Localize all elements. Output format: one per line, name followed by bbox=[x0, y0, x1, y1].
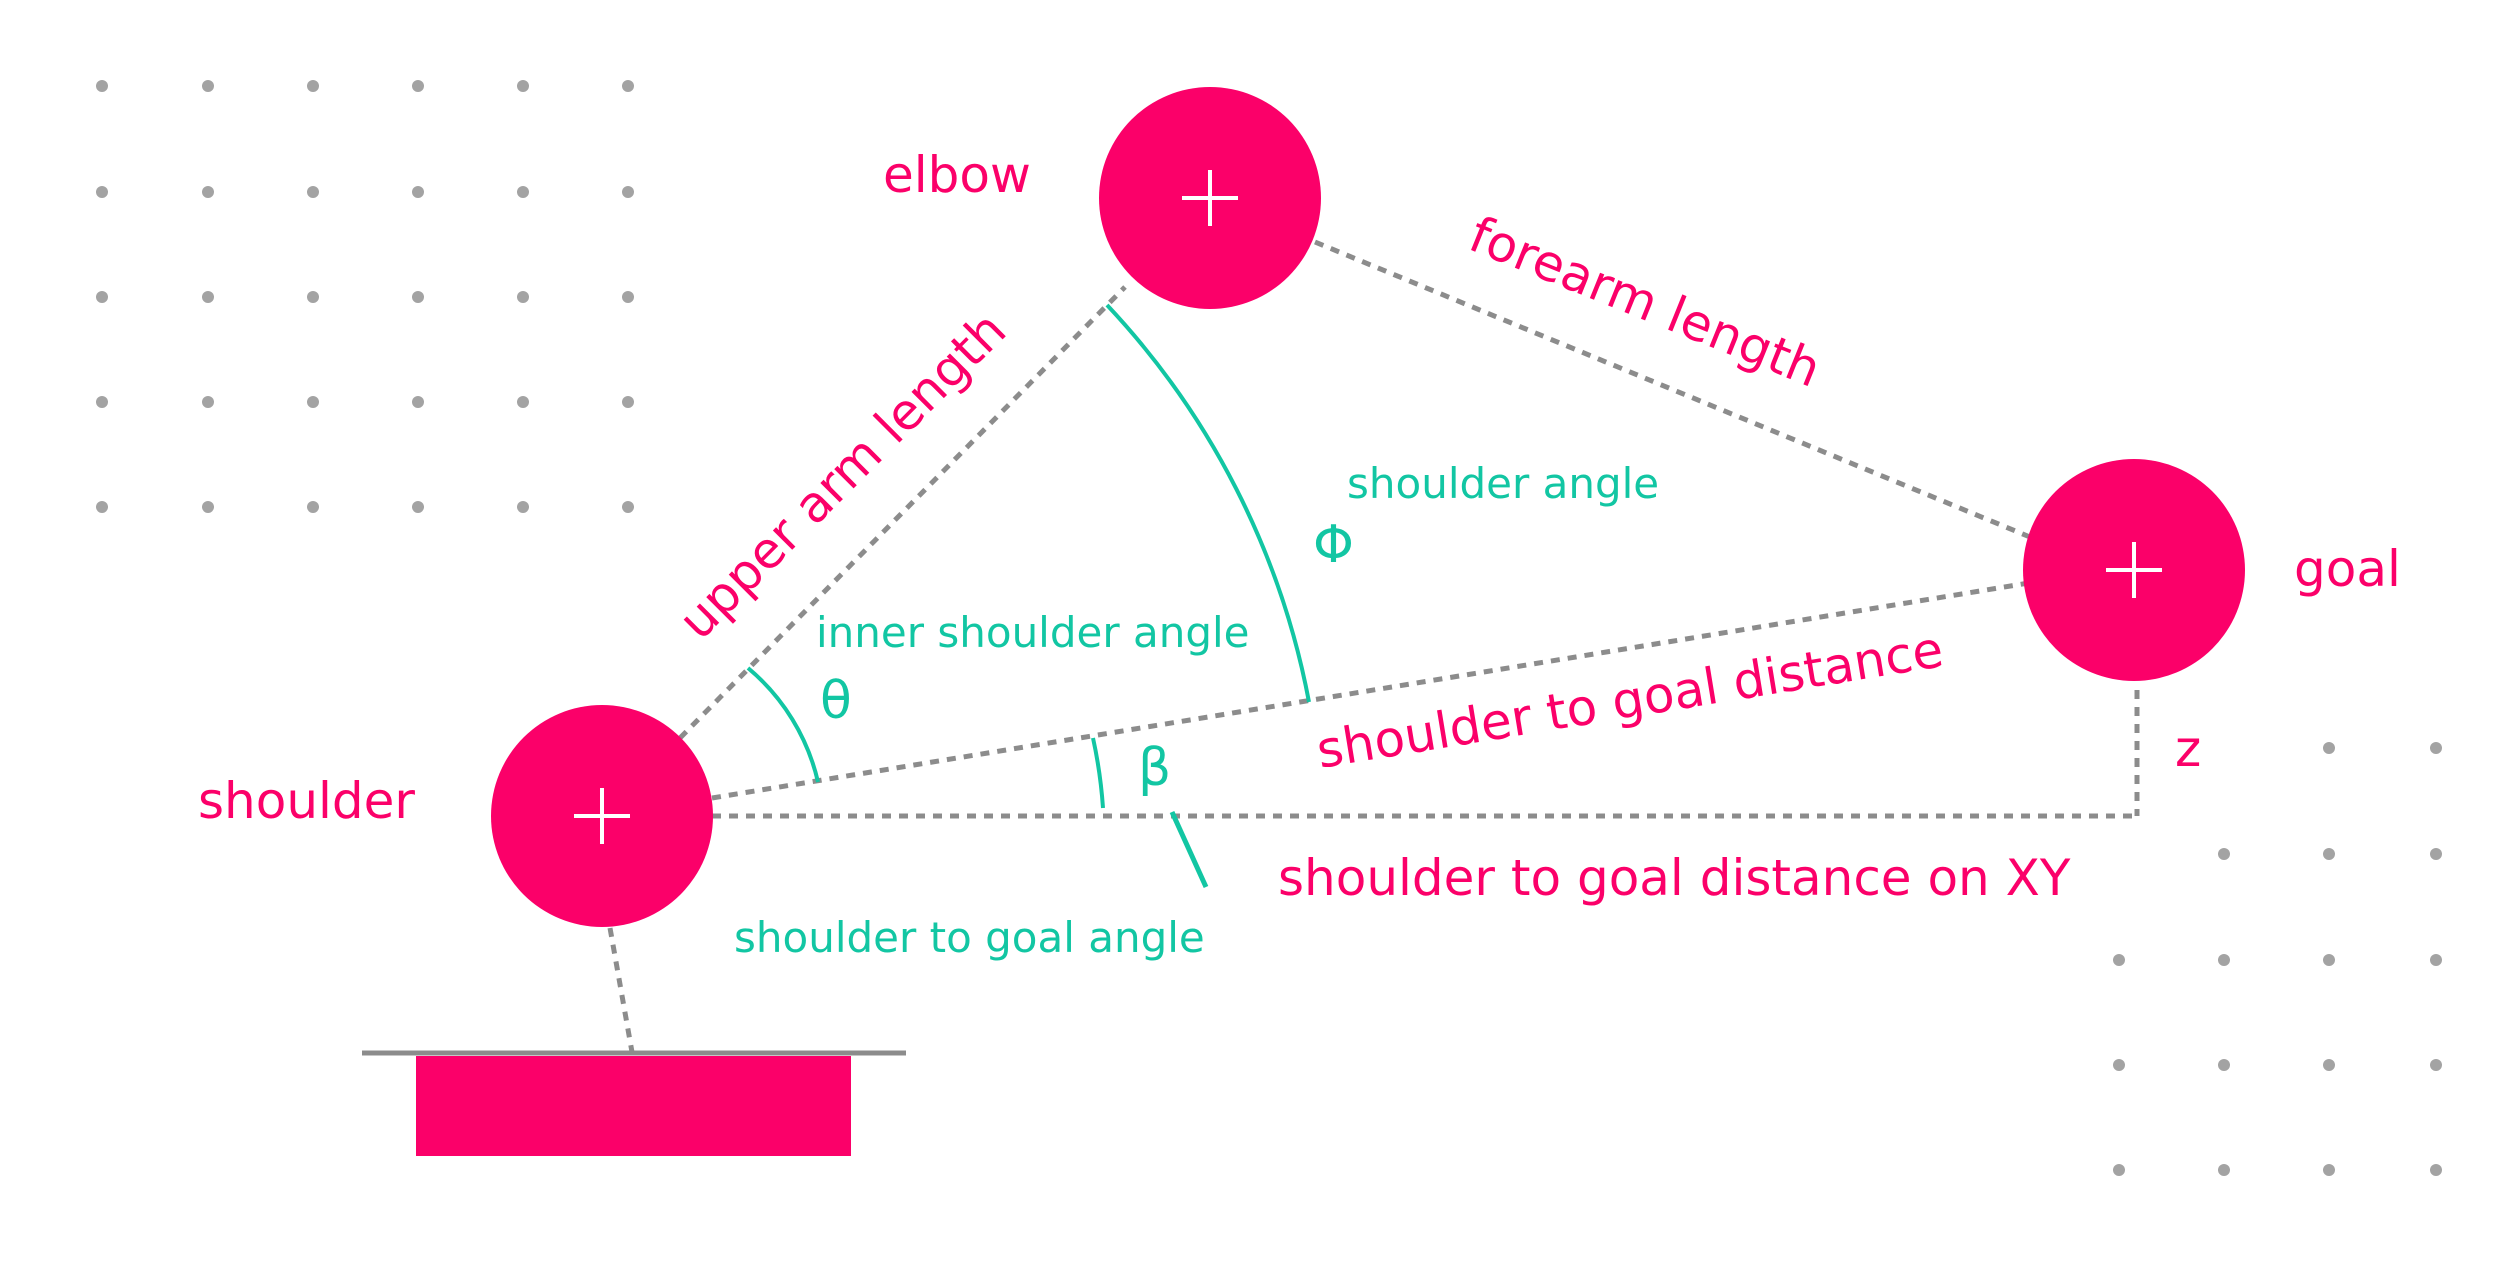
decor-dot bbox=[202, 501, 214, 513]
forearm-length-label: forearm length bbox=[1462, 205, 1829, 398]
decor-dot bbox=[412, 186, 424, 198]
shoulder-goal-line bbox=[711, 579, 2036, 801]
base-link-line bbox=[607, 927, 635, 1053]
decor-dot bbox=[202, 291, 214, 303]
z-label: z bbox=[2175, 720, 2201, 778]
decor-dot bbox=[412, 80, 424, 92]
decor-dot bbox=[517, 396, 529, 408]
shoulder-angle-label: shoulder angle bbox=[1347, 459, 1659, 508]
decor-dot bbox=[96, 186, 108, 198]
elbow-label: elbow bbox=[883, 146, 1031, 204]
shoulder-angle-symbol: Φ bbox=[1313, 515, 1354, 575]
decor-dot bbox=[517, 186, 529, 198]
decor-dot bbox=[2323, 848, 2335, 860]
decor-dot bbox=[412, 501, 424, 513]
shoulder-goal-angle-symbol: β bbox=[1138, 738, 1171, 798]
decor-dot bbox=[622, 291, 634, 303]
decor-dot bbox=[202, 80, 214, 92]
elbow-joint bbox=[1099, 87, 1321, 309]
decor-dot bbox=[622, 80, 634, 92]
shoulder-goal-angle-label: shoulder to goal angle bbox=[734, 913, 1205, 962]
decor-dot bbox=[2113, 1164, 2125, 1176]
goal-joint bbox=[2023, 459, 2245, 681]
decor-dot bbox=[2113, 1059, 2125, 1071]
decor-dot bbox=[96, 501, 108, 513]
dot-grid-bottom-right bbox=[2113, 742, 2442, 1176]
decor-dot bbox=[307, 396, 319, 408]
shoulder-angle-arc bbox=[1105, 303, 1311, 703]
decor-dot bbox=[517, 291, 529, 303]
goal-label: goal bbox=[2294, 540, 2401, 598]
shoulder-joint bbox=[491, 705, 713, 927]
shoulder-label: shoulder bbox=[198, 772, 415, 830]
plus-icon bbox=[574, 788, 630, 844]
decor-dot bbox=[202, 396, 214, 408]
dot-grid-top-left bbox=[96, 80, 634, 513]
inner-shoulder-angle-arc bbox=[746, 666, 820, 783]
decor-dot bbox=[307, 80, 319, 92]
upper-arm-length-label: upper arm length bbox=[667, 301, 1017, 651]
decor-dot bbox=[517, 501, 529, 513]
decor-dot bbox=[2323, 1059, 2335, 1071]
decor-dot bbox=[2430, 954, 2442, 966]
decor-dot bbox=[2323, 954, 2335, 966]
decor-dot bbox=[2113, 954, 2125, 966]
shoulder-goal-angle-pointer bbox=[1169, 810, 1209, 889]
decor-dot bbox=[307, 291, 319, 303]
decor-dot bbox=[412, 396, 424, 408]
robot-base bbox=[416, 1056, 851, 1156]
inner-shoulder-angle-symbol: θ bbox=[820, 671, 852, 731]
decor-dot bbox=[2218, 1164, 2230, 1176]
decor-dot bbox=[96, 80, 108, 92]
decor-dot bbox=[96, 396, 108, 408]
shoulder-goal-distance-xy-label: shoulder to goal distance on XY bbox=[1278, 849, 2071, 907]
plus-icon bbox=[1182, 170, 1238, 226]
decor-dot bbox=[622, 501, 634, 513]
decor-dot bbox=[96, 291, 108, 303]
decor-dot bbox=[2218, 1059, 2230, 1071]
decor-dot bbox=[2218, 954, 2230, 966]
decor-dot bbox=[2323, 742, 2335, 754]
plus-icon bbox=[2106, 542, 2162, 598]
decor-dot bbox=[2430, 742, 2442, 754]
upper-arm-line bbox=[678, 285, 1127, 740]
decor-dot bbox=[622, 186, 634, 198]
decor-dot bbox=[2218, 848, 2230, 860]
decor-dot bbox=[622, 396, 634, 408]
decor-dot bbox=[202, 186, 214, 198]
decor-dot bbox=[307, 186, 319, 198]
decor-dot bbox=[307, 501, 319, 513]
decor-dot bbox=[2430, 1059, 2442, 1071]
decor-dot bbox=[2323, 1164, 2335, 1176]
decor-dot bbox=[2430, 848, 2442, 860]
decor-dot bbox=[517, 80, 529, 92]
inner-shoulder-angle-label: inner shoulder angle bbox=[816, 608, 1250, 657]
shoulder-goal-angle-arc bbox=[1091, 737, 1105, 809]
decor-dot bbox=[2430, 1164, 2442, 1176]
shoulder-goal-distance-label: shoulder to goal distance bbox=[1313, 620, 1948, 780]
decor-dot bbox=[412, 291, 424, 303]
